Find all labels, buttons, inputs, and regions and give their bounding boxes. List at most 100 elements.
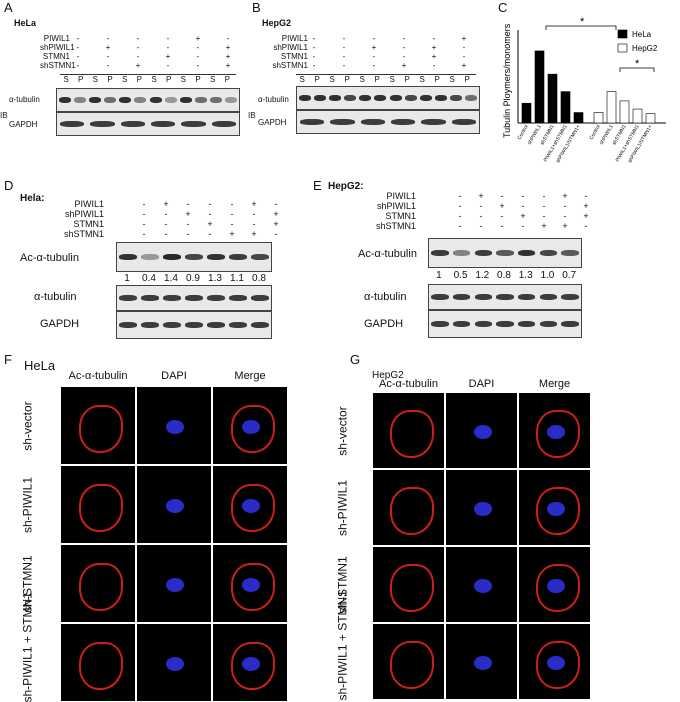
lane-label: P	[107, 75, 113, 84]
micrograph-row-label: sh-vector	[20, 400, 35, 451]
blot-band	[141, 295, 159, 301]
panel-f-letter: F	[4, 352, 12, 367]
condition-sign: -	[521, 201, 525, 211]
blot-band	[465, 95, 478, 101]
condition-sign: -	[402, 43, 406, 52]
condition-sign: +	[225, 43, 231, 52]
condition-sign: -	[106, 52, 110, 61]
micrograph-column-header: DAPI	[161, 370, 187, 382]
blot-band	[313, 95, 326, 101]
band-ratio: 1.2	[475, 270, 490, 281]
micrograph-image	[372, 546, 445, 623]
condition-sign: +	[135, 61, 141, 70]
panel-d-blot3-label: GAPDH	[40, 318, 80, 330]
micrograph-column-header: DAPI	[468, 378, 495, 390]
condition-sign: -	[230, 219, 234, 229]
condition-sign: -	[166, 61, 170, 70]
cell-nucleus-stain	[242, 498, 260, 513]
band-ratio: 1.3	[208, 273, 222, 284]
condition-sign: -	[584, 191, 588, 201]
lane-label: S	[449, 75, 455, 84]
condition-row-label: PIWIL1	[43, 34, 70, 43]
micrograph-image	[445, 623, 518, 700]
micrograph-image	[445, 392, 518, 469]
blot-band	[474, 294, 492, 300]
panel-d-blot1-label: Ac-α-tubulin	[20, 252, 79, 264]
panel-e-blot2-label: α-tubulin	[364, 291, 407, 303]
blot-band	[134, 97, 147, 103]
panel-d-cell: Hela:	[20, 193, 45, 204]
lane-label: P	[195, 75, 201, 84]
band-ratio: 0.4	[142, 273, 156, 284]
micrograph-row-label: sh-PIWIL1 + STMN1	[335, 589, 350, 700]
micrograph-image	[136, 465, 212, 544]
blot-band	[561, 321, 579, 327]
chart-bar	[560, 91, 571, 124]
legend-swatch	[617, 29, 628, 39]
chart-bar	[645, 113, 656, 124]
micrograph-image	[445, 469, 518, 546]
condition-sign: -	[136, 52, 140, 61]
condition-sign: -	[458, 221, 462, 231]
band-ratio: 1.0	[540, 270, 555, 281]
micrograph-image	[518, 392, 591, 469]
micrograph-row-label: sh-PIWIL1	[20, 476, 35, 533]
condition-row-label: shPIWIL1	[273, 43, 308, 52]
cell-tubulin-stain	[535, 486, 580, 535]
blot-band	[251, 322, 269, 328]
lane-label: S	[359, 75, 365, 84]
micrograph-image	[518, 623, 591, 700]
cell-tubulin-stain	[79, 641, 123, 690]
condition-row-label: STMN1	[42, 52, 70, 61]
condition-sign: -	[479, 201, 483, 211]
panel-e-cell: HepG2:	[328, 181, 364, 192]
micrograph-row-label: sh-vector	[335, 405, 350, 456]
blot-band	[328, 95, 341, 101]
condition-sign: -	[342, 61, 346, 70]
blot-band	[452, 294, 471, 300]
condition-sign: -	[563, 201, 567, 211]
cell-tubulin-stain	[79, 483, 123, 532]
condition-sign: -	[76, 52, 80, 61]
cell-tubulin-stain	[535, 563, 580, 612]
chart-bar	[619, 100, 630, 124]
chart-x-tick-label: Control	[588, 124, 601, 141]
legend-swatch	[617, 43, 628, 53]
condition-sign: -	[521, 191, 525, 201]
condition-sign: +	[461, 34, 467, 43]
condition-sign: +	[225, 61, 231, 70]
panel-d-gapdh-blot	[116, 311, 272, 339]
lane-label: P	[344, 75, 350, 84]
chart-bar	[534, 50, 545, 124]
condition-sign: -	[542, 211, 546, 221]
blot-band	[539, 321, 558, 327]
band-ratio: 0.8	[497, 270, 511, 281]
condition-row-label: PIWIL1	[281, 34, 308, 43]
lane-label: P	[166, 75, 172, 84]
lane-label: S	[210, 75, 216, 84]
blot-band	[330, 119, 355, 125]
panel-d-ac-tubulin-blot	[116, 242, 272, 272]
condition-sign: -	[186, 219, 190, 229]
blot-band	[207, 322, 225, 328]
lane-label: S	[122, 75, 128, 84]
blot-band	[90, 121, 115, 127]
panel-b-ib-label: IB	[248, 111, 256, 120]
blot-band	[561, 294, 579, 300]
blot-band	[421, 119, 446, 125]
condition-sign: -	[458, 191, 462, 201]
condition-sign: +	[371, 43, 377, 52]
micrograph-image	[212, 623, 288, 702]
lane-label: P	[136, 75, 142, 84]
blot-band	[181, 121, 206, 127]
band-ratio: 1	[124, 273, 130, 284]
panel-g-cell: HepG2	[372, 370, 404, 381]
cell-tubulin-stain	[389, 409, 434, 458]
condition-sign: +	[583, 211, 589, 221]
panel-a-ib-label: IB	[0, 111, 8, 120]
blot-band	[496, 294, 514, 300]
panel-e-ac-tubulin-blot	[428, 238, 582, 268]
condition-row-label: shPIWIL1	[376, 201, 416, 211]
blot-band	[435, 95, 448, 101]
condition-sign: -	[312, 34, 316, 43]
